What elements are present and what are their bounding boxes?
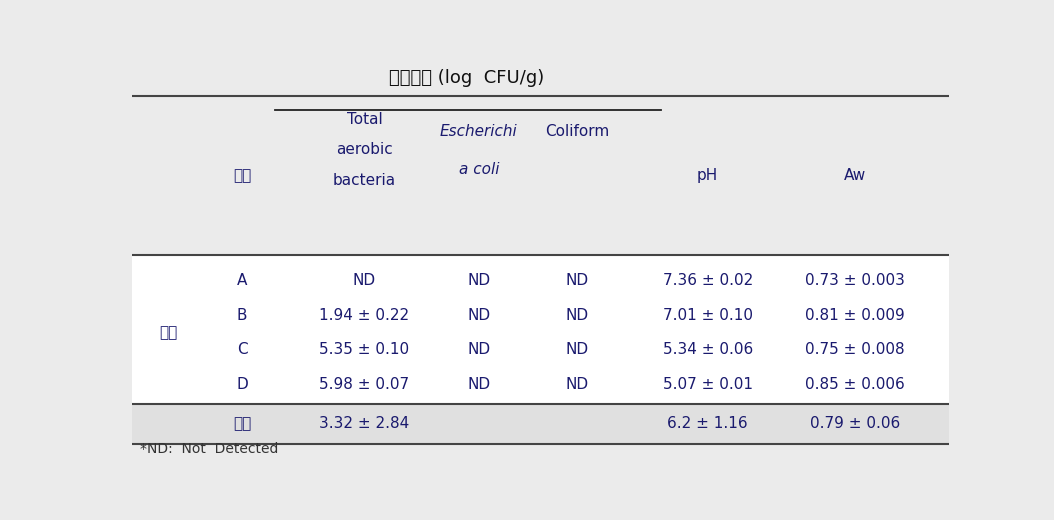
Text: Escherichi: Escherichi	[440, 124, 518, 139]
Text: 5.07 ± 0.01: 5.07 ± 0.01	[663, 377, 753, 392]
Text: 3.32 ± 2.84: 3.32 ± 2.84	[319, 416, 410, 431]
Bar	[132, 255, 949, 404]
Text: ND: ND	[565, 377, 588, 392]
Text: 버터: 버터	[159, 325, 178, 340]
Text: 0.73 ± 0.003: 0.73 ± 0.003	[804, 273, 904, 288]
Text: A: A	[237, 273, 248, 288]
Text: 6.2 ± 1.16: 6.2 ± 1.16	[667, 416, 748, 431]
Text: 시료: 시료	[233, 168, 251, 183]
Text: Total: Total	[347, 112, 383, 127]
Text: a coli: a coli	[458, 162, 500, 177]
Text: 0.75 ± 0.008: 0.75 ± 0.008	[805, 342, 904, 357]
Text: ND: ND	[565, 308, 588, 323]
Text: ND: ND	[565, 273, 588, 288]
Text: 1.94 ± 0.22: 1.94 ± 0.22	[319, 308, 410, 323]
Text: 0.81 ± 0.009: 0.81 ± 0.009	[805, 308, 904, 323]
Text: ND: ND	[353, 273, 376, 288]
Text: 5.98 ± 0.07: 5.98 ± 0.07	[319, 377, 410, 392]
Text: pH: pH	[697, 168, 718, 183]
Text: *ND:  Not  Detected: *ND: Not Detected	[140, 441, 278, 456]
Text: 0.85 ± 0.006: 0.85 ± 0.006	[805, 377, 904, 392]
Text: 5.35 ± 0.10: 5.35 ± 0.10	[319, 342, 410, 357]
Text: 평균: 평균	[233, 416, 251, 431]
Text: Coliform: Coliform	[545, 124, 609, 139]
Text: ND: ND	[467, 377, 490, 392]
Text: ND: ND	[467, 273, 490, 288]
Bar	[132, 404, 949, 444]
Text: aerobic: aerobic	[336, 142, 393, 158]
Text: ND: ND	[565, 342, 588, 357]
Text: C: C	[237, 342, 248, 357]
Text: bacteria: bacteria	[333, 173, 396, 188]
Text: 7.36 ± 0.02: 7.36 ± 0.02	[663, 273, 753, 288]
Text: D: D	[236, 377, 248, 392]
Text: 7.01 ± 0.10: 7.01 ± 0.10	[663, 308, 753, 323]
Text: ND: ND	[467, 342, 490, 357]
Text: 0.79 ± 0.06: 0.79 ± 0.06	[809, 416, 900, 431]
Text: Aw: Aw	[843, 168, 865, 183]
Text: B: B	[237, 308, 248, 323]
Text: ND: ND	[467, 308, 490, 323]
Text: 오염수준 (log  CFU/g): 오염수준 (log CFU/g)	[389, 69, 544, 87]
Text: 5.34 ± 0.06: 5.34 ± 0.06	[663, 342, 753, 357]
